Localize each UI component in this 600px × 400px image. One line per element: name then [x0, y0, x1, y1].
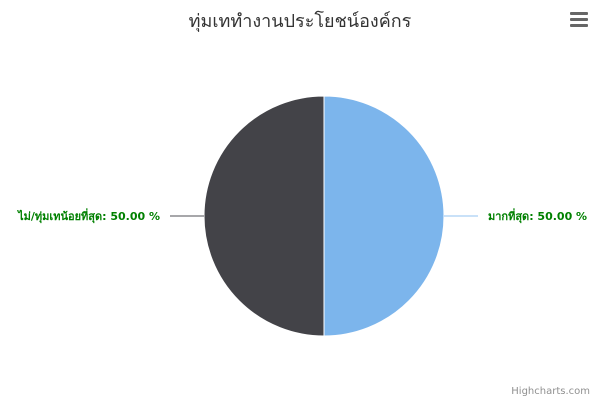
pie-slice-1[interactable]	[203, 95, 325, 337]
data-label-0: มากที่สุด: 50.00 %	[488, 208, 587, 224]
data-label-1: ไม่/ทุ่มเทน้อยที่สุด: 50.00 %	[16, 208, 160, 224]
credits-link[interactable]: Highcharts.com	[511, 386, 590, 397]
pie-slice-0[interactable]	[323, 95, 445, 337]
chart-title: ทุ่มเททำงานประโยชน์องค์กร	[188, 11, 412, 32]
hamburger-menu-icon[interactable]	[570, 12, 588, 28]
